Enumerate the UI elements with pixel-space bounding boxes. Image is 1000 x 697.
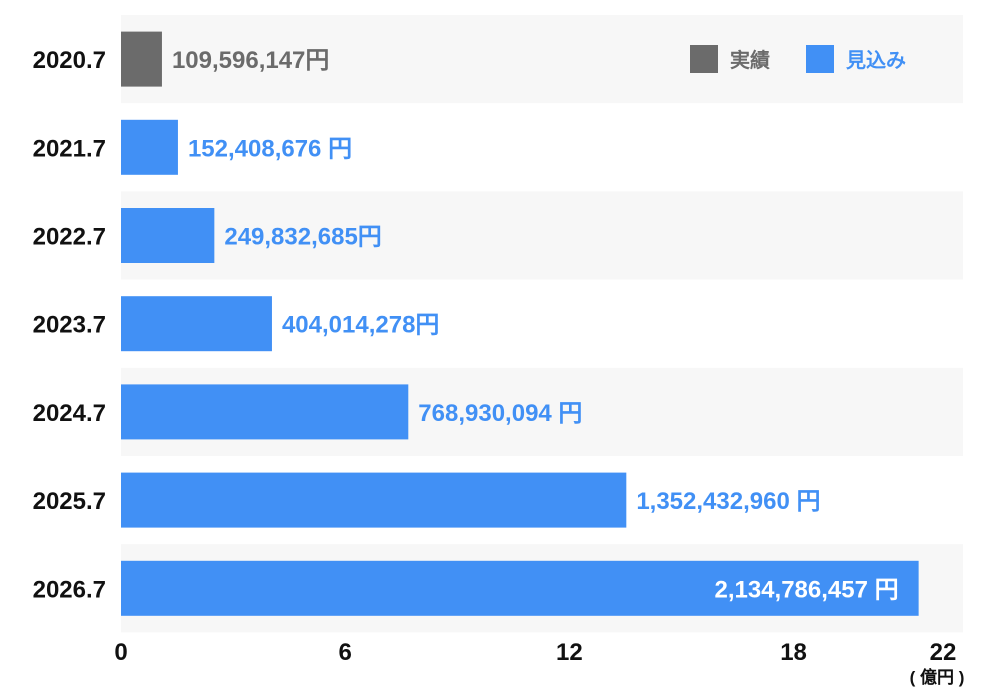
x-tick-label: 18 [780,639,807,666]
x-tick-label: 22 [930,639,957,666]
row-background [121,191,963,280]
x-tick-label: 6 [339,639,352,666]
legend-label-forecast: 見込み [846,49,906,72]
value-label: 2,134,786,457 円 [714,576,898,603]
category-label: 2022.7 [33,224,106,251]
value-label: 249,832,685円 [224,224,381,251]
bar [121,208,215,263]
bar [121,384,409,440]
bar [121,31,162,87]
legend-swatch-actual [690,45,718,73]
legend-label-actual: 実績 [730,48,770,72]
bar [121,472,627,528]
x-tick-label: 12 [556,639,583,666]
value-label: 404,014,278円 [282,312,439,339]
category-label: 2025.7 [33,488,106,515]
value-label: 109,596,147円 [172,47,329,74]
value-label: 152,408,676 円 [188,135,352,162]
category-label: 2023.7 [33,312,106,339]
category-label: 2021.7 [33,135,106,162]
value-label: 1,352,432,960 円 [636,488,820,515]
bar [121,296,272,352]
row-background [121,103,963,192]
x-tick-label: 0 [114,639,127,666]
category-label: 2020.7 [33,47,106,74]
category-label: 2024.7 [33,400,106,427]
bar [121,560,919,616]
category-label: 2026.7 [33,576,106,603]
legend: 実績 見込み [690,45,906,73]
x-axis-unit: ( 億円 ) [910,667,965,687]
bar [121,119,178,175]
legend-swatch-forecast [806,45,834,73]
value-label: 768,930,094 円 [418,400,582,427]
